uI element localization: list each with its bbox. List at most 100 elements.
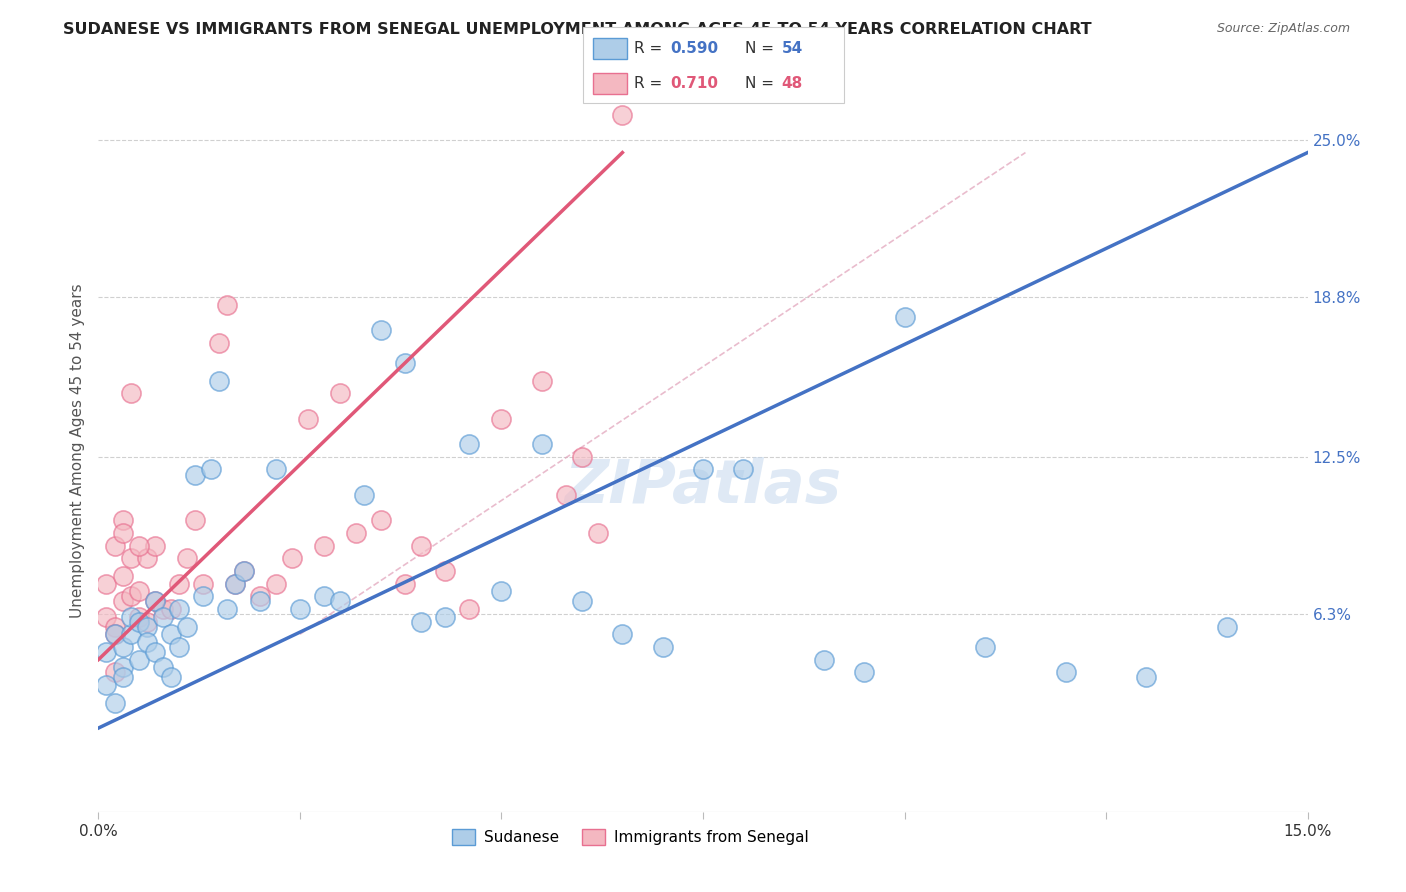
Point <box>111 660 134 674</box>
Point <box>458 602 481 616</box>
Point <box>314 589 336 603</box>
Point <box>586 525 609 540</box>
Point <box>893 310 915 325</box>
Point <box>143 594 166 608</box>
Text: N =: N = <box>745 41 779 56</box>
Point <box>193 589 215 603</box>
Point <box>111 640 134 654</box>
Point <box>120 609 142 624</box>
Point <box>143 539 166 553</box>
Point <box>128 652 150 666</box>
Point <box>297 411 319 425</box>
Point <box>111 569 134 583</box>
Point <box>96 576 118 591</box>
Point <box>692 462 714 476</box>
Text: ZIPatlas: ZIPatlas <box>564 457 842 516</box>
Point <box>184 467 207 482</box>
Point <box>249 589 271 603</box>
Point <box>612 627 634 641</box>
Point <box>409 539 432 553</box>
Point <box>208 335 231 350</box>
Point <box>208 374 231 388</box>
Point <box>555 488 578 502</box>
Point <box>264 576 287 591</box>
Point <box>434 564 457 578</box>
Point <box>103 665 125 680</box>
Point <box>120 589 142 603</box>
Point <box>224 576 246 591</box>
Point <box>813 652 835 666</box>
Point <box>224 576 246 591</box>
Point <box>103 627 125 641</box>
Text: 0.590: 0.590 <box>671 41 718 56</box>
Point <box>160 602 183 616</box>
Point <box>200 462 222 476</box>
Point <box>143 594 166 608</box>
Point <box>232 564 254 578</box>
Point <box>344 525 367 540</box>
Text: N =: N = <box>745 76 779 91</box>
Point <box>167 576 190 591</box>
Point <box>152 602 174 616</box>
Point <box>571 450 593 464</box>
Point <box>370 323 392 337</box>
Point <box>353 488 375 502</box>
Point <box>264 462 287 476</box>
Point <box>135 635 157 649</box>
Point <box>409 615 432 629</box>
Point <box>288 602 311 616</box>
Point <box>571 594 593 608</box>
Point <box>612 107 634 121</box>
Point <box>1135 670 1157 684</box>
Point <box>135 615 157 629</box>
Point <box>530 437 553 451</box>
Point <box>143 645 166 659</box>
Point <box>249 594 271 608</box>
Point <box>120 551 142 566</box>
Point <box>458 437 481 451</box>
Text: R =: R = <box>634 76 668 91</box>
Point <box>176 551 198 566</box>
Y-axis label: Unemployment Among Ages 45 to 54 years: Unemployment Among Ages 45 to 54 years <box>69 283 84 618</box>
Point <box>135 620 157 634</box>
Point <box>103 539 125 553</box>
Point <box>111 594 134 608</box>
Point <box>111 670 134 684</box>
Point <box>394 356 416 370</box>
Point <box>111 513 134 527</box>
Point <box>733 462 755 476</box>
Point <box>491 584 513 599</box>
Point <box>329 386 352 401</box>
Point <box>96 645 118 659</box>
Point <box>160 670 183 684</box>
Text: Source: ZipAtlas.com: Source: ZipAtlas.com <box>1216 22 1350 36</box>
Point <box>853 665 876 680</box>
Point <box>120 386 142 401</box>
Point <box>111 525 134 540</box>
Point <box>135 551 157 566</box>
Point <box>167 640 190 654</box>
Text: 48: 48 <box>782 76 803 91</box>
Point <box>160 627 183 641</box>
Point <box>193 576 215 591</box>
Point <box>1054 665 1077 680</box>
Point <box>370 513 392 527</box>
Point <box>96 609 118 624</box>
Point <box>491 411 513 425</box>
Point <box>176 620 198 634</box>
Point <box>232 564 254 578</box>
Point <box>281 551 304 566</box>
Text: SUDANESE VS IMMIGRANTS FROM SENEGAL UNEMPLOYMENT AMONG AGES 45 TO 54 YEARS CORRE: SUDANESE VS IMMIGRANTS FROM SENEGAL UNEM… <box>63 22 1092 37</box>
Point <box>96 678 118 692</box>
Point <box>184 513 207 527</box>
Point <box>120 627 142 641</box>
Point <box>103 696 125 710</box>
Point <box>530 374 553 388</box>
Text: 0.710: 0.710 <box>671 76 718 91</box>
Point <box>152 609 174 624</box>
Point <box>167 602 190 616</box>
Point <box>128 539 150 553</box>
Legend: Sudanese, Immigrants from Senegal: Sudanese, Immigrants from Senegal <box>446 822 815 851</box>
Point <box>152 660 174 674</box>
Point <box>103 620 125 634</box>
